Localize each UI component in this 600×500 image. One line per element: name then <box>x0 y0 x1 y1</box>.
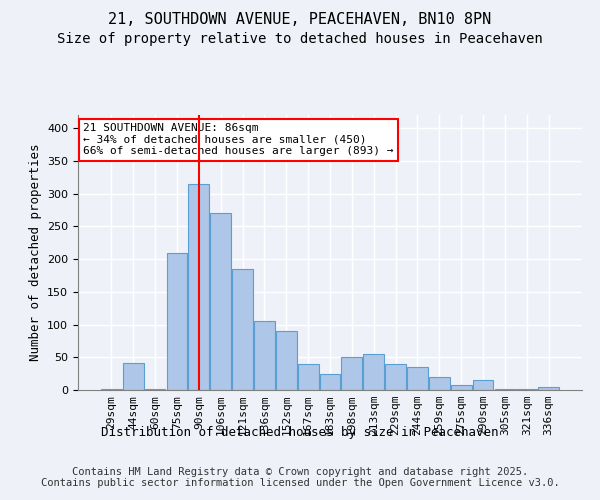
Bar <box>517 388 537 390</box>
Text: 21, SOUTHDOWN AVENUE, PEACEHAVEN, BN10 8PN: 21, SOUTHDOWN AVENUE, PEACEHAVEN, BN10 8… <box>109 12 491 28</box>
Bar <box>320 374 340 390</box>
Bar <box>254 322 275 390</box>
Bar <box>298 364 319 390</box>
Text: 21 SOUTHDOWN AVENUE: 86sqm
← 34% of detached houses are smaller (450)
66% of sem: 21 SOUTHDOWN AVENUE: 86sqm ← 34% of deta… <box>83 123 394 156</box>
Text: Size of property relative to detached houses in Peacehaven: Size of property relative to detached ho… <box>57 32 543 46</box>
Bar <box>451 385 472 390</box>
Text: Contains HM Land Registry data © Crown copyright and database right 2025.
Contai: Contains HM Land Registry data © Crown c… <box>41 466 559 488</box>
Bar <box>167 252 187 390</box>
Bar <box>364 354 384 390</box>
Bar <box>101 388 122 390</box>
Bar <box>210 213 231 390</box>
Bar <box>232 269 253 390</box>
Text: Distribution of detached houses by size in Peacehaven: Distribution of detached houses by size … <box>101 426 499 439</box>
Bar <box>538 386 559 390</box>
Y-axis label: Number of detached properties: Number of detached properties <box>29 144 41 361</box>
Bar <box>473 380 493 390</box>
Bar <box>385 364 406 390</box>
Bar <box>341 358 362 390</box>
Bar <box>407 367 428 390</box>
Bar <box>145 388 166 390</box>
Bar <box>494 388 515 390</box>
Bar <box>276 331 296 390</box>
Bar <box>429 377 450 390</box>
Bar <box>123 362 143 390</box>
Bar <box>188 184 209 390</box>
